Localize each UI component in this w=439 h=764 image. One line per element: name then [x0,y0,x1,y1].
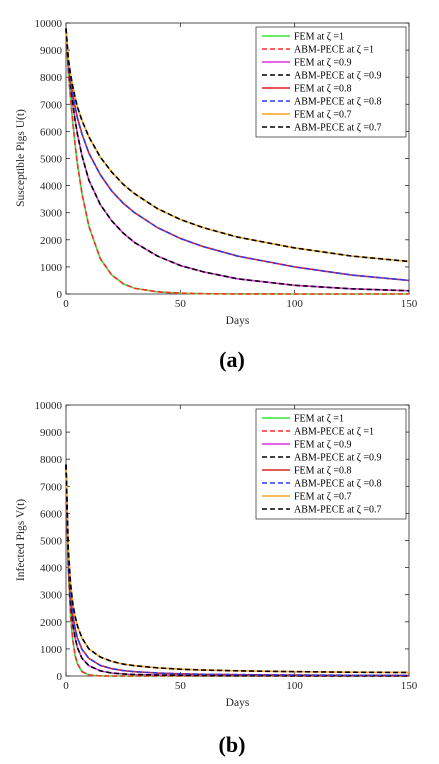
x-tick-label: 0 [63,298,69,310]
series-line-1 [65,28,409,295]
panel-caption: (a) [219,347,245,372]
x-tick-label: 100 [286,298,303,310]
y-tick-label: 9000 [40,427,63,439]
y-tick-label: 4000 [40,563,63,575]
x-tick-label: 150 [401,680,418,692]
legend-label: ABM-PECE at ζ =0.7 [294,123,382,134]
legend-label: FEM at ζ =1 [294,32,344,43]
legend-label: FEM at ζ =0.9 [294,440,352,451]
panel-caption: (b) [219,732,246,757]
y-tick-label: 1000 [40,644,63,656]
series-line-2 [65,464,409,677]
series-line-4 [65,28,410,292]
legend-label: FEM at ζ =0.9 [294,58,352,69]
legend-label: FEM at ζ =0.8 [294,466,352,477]
legend-label: ABM-PECE at ζ =0.8 [294,479,382,490]
y-tick-label: 2000 [40,235,63,247]
legend-label: ABM-PECE at ζ =0.9 [294,453,382,464]
legend-label: ABM-PECE at ζ =0.9 [294,71,382,82]
series-line-5 [65,464,410,677]
panel-b: Days Infected Pigs V(t) (b) 010002000300… [15,400,418,757]
legend-label: ABM-PECE at ζ =0.7 [294,505,382,516]
y-tick-label: 8000 [40,72,63,84]
y-tick-label: 0 [57,289,63,301]
legend-label: ABM-PECE at ζ =1 [294,45,374,56]
series-line-6 [65,28,410,282]
y-tick-label: 3000 [40,590,63,602]
x-axis-label: Days [226,315,250,327]
legend-label: ABM-PECE at ζ =0.8 [294,97,382,108]
y-tick-label: 2000 [40,617,63,629]
legend-box [255,408,407,520]
series-line-4 [65,464,410,677]
legend-label: FEM at ζ =0.7 [294,492,352,503]
x-tick-label: 50 [175,680,187,692]
y-tick-label: 7000 [40,99,63,111]
y-tick-label: 10000 [35,400,63,412]
y-tick-label: 0 [57,671,63,683]
x-tick-label: 150 [401,298,418,310]
y-tick-label: 3000 [40,208,63,220]
legend-label: ABM-PECE at ζ =1 [294,427,374,438]
y-tick-label: 4000 [40,181,63,193]
y-tick-label: 5000 [40,536,63,548]
panel-a: Days Susceptible Pigs U(t) (a) 010002000… [15,18,418,372]
y-axis-label: Susceptible Pigs U(t) [15,109,27,207]
y-axis-label: Infected Pigs V(t) [15,499,27,581]
y-tick-label: 7000 [40,481,63,493]
x-axis-label: Days [226,697,250,709]
legend-label: FEM at ζ =0.7 [294,110,352,121]
y-tick-label: 1000 [40,262,63,274]
series-line-8 [65,28,410,263]
y-tick-label: 5000 [40,154,63,166]
y-tick-label: 10000 [35,18,63,30]
y-tick-label: 6000 [40,508,63,520]
x-tick-label: 0 [63,680,69,692]
y-tick-label: 8000 [40,454,63,466]
legend-box [255,26,407,138]
x-tick-label: 50 [175,298,187,310]
x-tick-label: 100 [286,680,303,692]
y-tick-label: 9000 [40,45,63,57]
series-line-8 [65,464,410,674]
legend-label: FEM at ζ =0.8 [294,84,352,95]
y-tick-label: 6000 [40,126,63,138]
legend-label: FEM at ζ =1 [294,414,344,425]
